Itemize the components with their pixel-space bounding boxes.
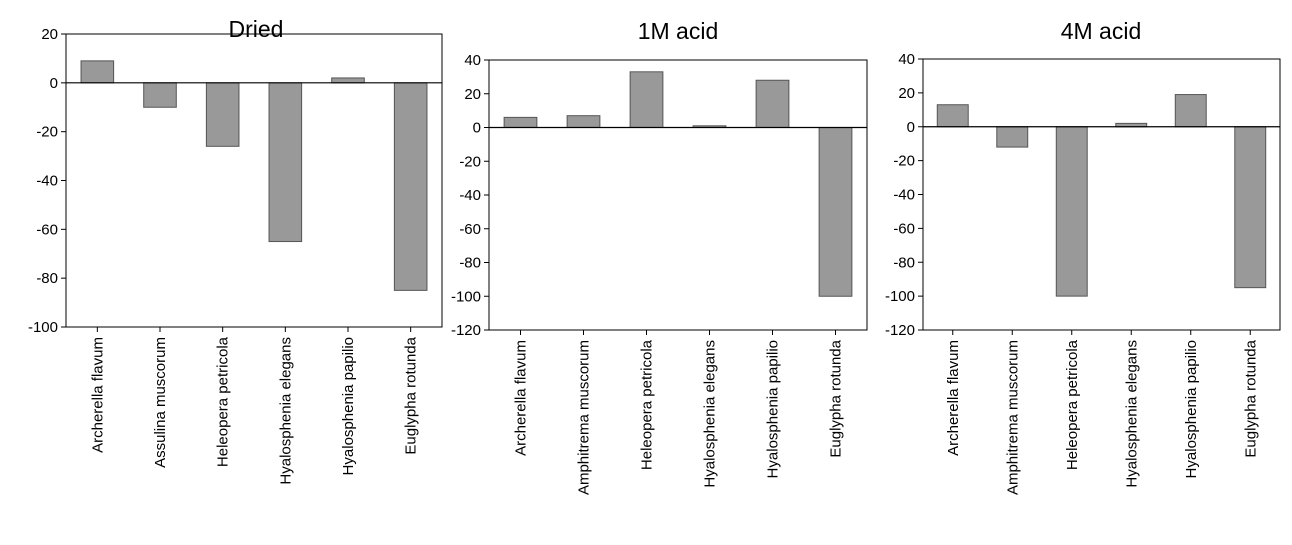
category-label: Archerella flavum [945,340,962,456]
y-tick-label: 0 [907,119,915,136]
y-tick-label: 0 [473,120,481,137]
category-label: Euglypha rotunda [828,339,845,457]
chart-title: 4M acid [1061,18,1142,44]
y-tick-label: -40 [893,187,915,204]
chart-title: Dried [229,16,284,42]
category-label: Euglypha rotunda [1242,339,1259,457]
category-label: Hyalosphenia papilio [1183,340,1200,478]
y-tick-label: -20 [893,153,915,170]
y-tick-label: 40 [464,52,481,69]
y-tick-label: 0 [50,75,58,92]
y-tick-label: -120 [451,322,481,339]
bar [566,115,601,128]
y-tick-label: -40 [459,187,481,204]
bar [818,127,853,297]
y-tick-label: -60 [36,221,58,238]
category-label: Heleopera petricola [1064,339,1081,470]
category-label: Hyalosphenia papilio [765,340,782,478]
plot-frame [922,58,1281,331]
y-tick-label: -20 [459,153,481,170]
y-tick-label: 20 [898,85,915,102]
plot-frame [65,33,443,328]
y-tick-label: -100 [28,319,58,336]
bar [629,71,664,128]
bar [205,82,240,147]
y-tick-label: -80 [36,270,58,287]
bar [755,79,790,128]
bar [1234,126,1267,289]
bar [1055,126,1088,297]
category-label: Heleopera petricola [215,336,232,467]
bar [393,82,428,291]
y-tick-label: -60 [893,220,915,237]
category-label: Hyalosphenia papilio [340,337,357,475]
bar [1174,94,1207,128]
y-tick-label: -80 [459,255,481,272]
category-label: Hyalosphenia elegans [1123,340,1140,488]
chart-panel-2: 1M acid 40 20 0 -20 -40 -60 -80 -100 -120 Archerel… [451,18,868,495]
y-tick-label: -100 [451,288,481,305]
bar [331,77,365,84]
category-label: Archerella flavum [513,340,530,456]
bar [268,82,303,243]
y-tick-label: -20 [36,124,58,141]
plot-frame [488,59,868,331]
y-tick-label: -40 [36,173,58,190]
category-label: Hyalosphenia elegans [702,340,719,488]
y-tick-label: 20 [41,26,58,43]
y-tick-label: -80 [893,254,915,271]
chart-title: 1M acid [638,18,719,44]
bar [936,104,969,128]
y-tick-label: -60 [459,221,481,238]
bar [143,82,177,108]
y-tick-label: 20 [464,86,481,103]
y-tick-label: -100 [885,288,915,305]
category-label: Amphitrema muscorum [576,340,593,495]
category-label: Heleopera petricola [639,339,656,470]
y-tick-label: -120 [885,322,915,339]
bar [996,126,1029,148]
chart-panel-1: Dried 20 0 -20 -40 -60 -80 -100 Archerella flavu… [28,16,443,485]
category-label: Assulina muscorum [152,337,169,468]
bar [503,116,538,128]
category-label: Amphitrema muscorum [1004,340,1021,495]
y-tick-label: 40 [898,51,915,68]
category-label: Archerella flavum [89,337,106,453]
chart-panel-3: 4M acid 40 20 0 -20 -40 -60 -80 -100 -120 Archerel… [885,18,1281,495]
category-label: Euglypha rotunda [403,336,420,454]
bar [80,60,115,84]
category-label: Hyalosphenia elegans [277,337,294,485]
